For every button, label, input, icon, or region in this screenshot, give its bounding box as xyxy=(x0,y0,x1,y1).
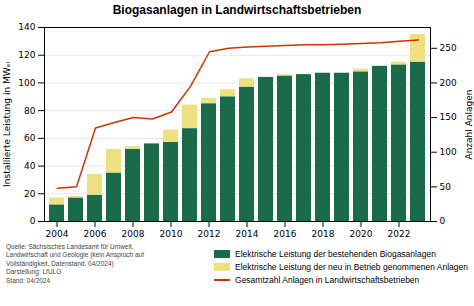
html-text:Elektrische Leistung der neu i: Elektrische Leistung der neu in Betrieb … xyxy=(235,261,468,272)
html-text:Quelle: Sächsisches Landesamt: Quelle: Sächsisches Landesamt für Umwelt… xyxy=(6,243,144,284)
html-text:Biogasanlagen in Landwirtschaf: Biogasanlagen in Landwirtschaftsbetriebe… xyxy=(112,3,362,17)
html-text:Elektrische Leistung der beste: Elektrische Leistung der bestehenden Bio… xyxy=(235,248,436,259)
svg-text:Installierte Leistung in MWₑₗ: Installierte Leistung in MWₑₗ xyxy=(2,62,12,187)
svg-text:Anzahl Anlagen: Anzahl Anlagen xyxy=(464,90,474,160)
svg-text:2012: 2012 xyxy=(198,229,221,239)
svg-text:2010: 2010 xyxy=(160,229,183,239)
svg-text:0: 0 xyxy=(30,216,36,226)
svg-text:60: 60 xyxy=(24,133,36,143)
svg-text:40: 40 xyxy=(24,161,36,171)
svg-text:150: 150 xyxy=(440,112,457,122)
svg-text:2006: 2006 xyxy=(84,229,107,239)
svg-text:2018: 2018 xyxy=(312,229,335,239)
svg-text:2004: 2004 xyxy=(46,229,69,239)
svg-text:50: 50 xyxy=(440,182,452,192)
svg-text:100: 100 xyxy=(440,147,457,157)
svg-text:200: 200 xyxy=(440,78,457,88)
svg-text:80: 80 xyxy=(24,106,36,116)
svg-text:120: 120 xyxy=(18,50,35,60)
svg-text:2016: 2016 xyxy=(274,229,297,239)
svg-text:250: 250 xyxy=(440,43,457,53)
svg-text:20: 20 xyxy=(24,189,36,199)
svg-text:0: 0 xyxy=(440,216,446,226)
svg-text:100: 100 xyxy=(18,78,35,88)
svg-text:2022: 2022 xyxy=(388,229,411,239)
svg-text:2014: 2014 xyxy=(236,229,259,239)
html-text:Gesamtzahl Anlagen in Landwirt: Gesamtzahl Anlagen in Landwirtschaftsbet… xyxy=(235,275,420,285)
svg-text:140: 140 xyxy=(18,22,35,32)
svg-text:2020: 2020 xyxy=(350,229,373,239)
svg-text:2008: 2008 xyxy=(122,229,145,239)
